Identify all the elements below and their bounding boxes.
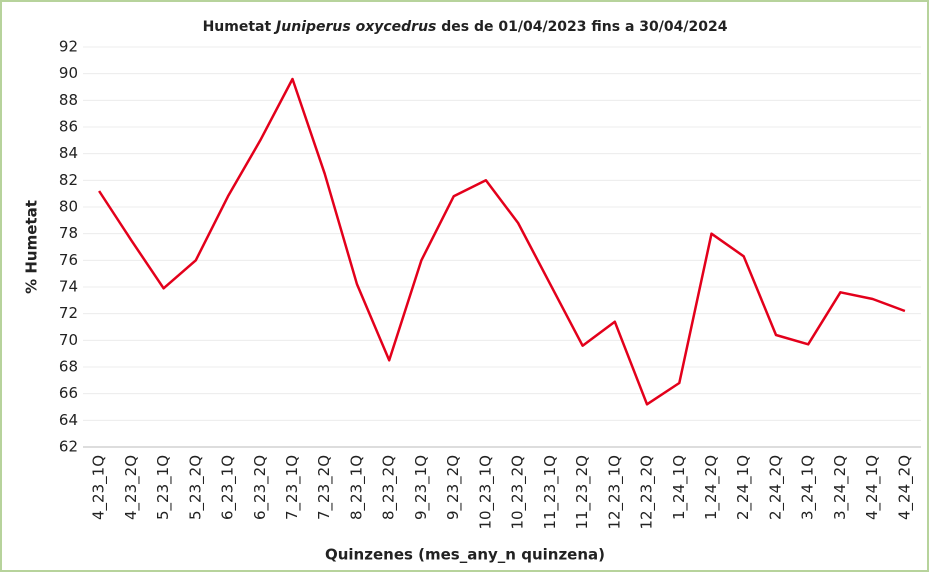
x-tick-label: 2_24_2Q: [766, 455, 785, 520]
x-tick-label: 5_23_2Q: [186, 455, 205, 520]
y-tick-label: 72: [59, 304, 78, 322]
x-tick-label: 4_24_1Q: [863, 455, 882, 520]
y-tick-label: 78: [59, 224, 78, 242]
x-tick-label: 11_23_1Q: [541, 455, 560, 530]
x-tick-label: 6_23_1Q: [219, 455, 238, 520]
x-tick-label: 2_24_1Q: [734, 455, 753, 520]
y-tick-label: 90: [59, 64, 78, 82]
y-tick-label: 86: [59, 118, 78, 136]
x-tick-label: 7_23_2Q: [315, 455, 334, 520]
x-tick-label: 4_24_2Q: [895, 455, 914, 520]
title-part: des de 01/04/2023 fins a 30/04/2024: [436, 19, 727, 35]
x-tick-label: 10_23_1Q: [476, 455, 495, 530]
y-tick-label: 62: [59, 438, 78, 456]
x-tick-label: 9_23_2Q: [444, 455, 463, 520]
y-tick-label: 80: [59, 198, 78, 216]
x-tick-label: 3_24_1Q: [799, 455, 818, 520]
x-tick-label: 1_24_2Q: [702, 455, 721, 520]
x-tick-label: 12_23_2Q: [638, 455, 657, 530]
y-tick-label: 74: [59, 278, 78, 296]
x-tick-label: 4_23_1Q: [90, 455, 109, 520]
data-line: [98, 77, 906, 406]
title-part: Juniperus oxycedrus: [273, 19, 436, 35]
y-tick-label: 68: [59, 358, 78, 376]
y-tick-label: 70: [59, 331, 78, 349]
x-tick-label: 10_23_2Q: [509, 455, 528, 530]
x-tick-label: 8_23_2Q: [380, 455, 399, 520]
y-tick-label: 64: [59, 411, 78, 429]
x-tick-label: 5_23_1Q: [154, 455, 173, 520]
x-tick-label: 8_23_1Q: [347, 455, 366, 520]
y-tick-label: 88: [59, 91, 78, 109]
y-tick-label: 76: [59, 251, 78, 269]
y-tick-label: 66: [59, 384, 78, 402]
x-axis-label: Quinzenes (mes_any_n quinzena): [325, 546, 605, 564]
y-tick-label: 84: [59, 144, 78, 162]
x-tick-label: 4_23_2Q: [122, 455, 141, 520]
x-tick-label: 6_23_2Q: [251, 455, 270, 520]
y-tick-label: 92: [59, 38, 78, 56]
y-axis-label: % Humetat: [23, 200, 41, 294]
x-tick-label: 3_24_2Q: [831, 455, 850, 520]
x-tick-label: 9_23_1Q: [412, 455, 431, 520]
x-tick-label: 11_23_2Q: [573, 455, 592, 530]
x-tick-label: 7_23_1Q: [283, 455, 302, 520]
y-tick-label: 82: [59, 171, 78, 189]
x-tick-label: 1_24_1Q: [670, 455, 689, 520]
x-tick-label: 12_23_1Q: [605, 455, 624, 530]
title-part: Humetat: [203, 19, 276, 35]
chart-title: Humetat Juniperus oxycedrus des de 01/04…: [203, 19, 728, 35]
